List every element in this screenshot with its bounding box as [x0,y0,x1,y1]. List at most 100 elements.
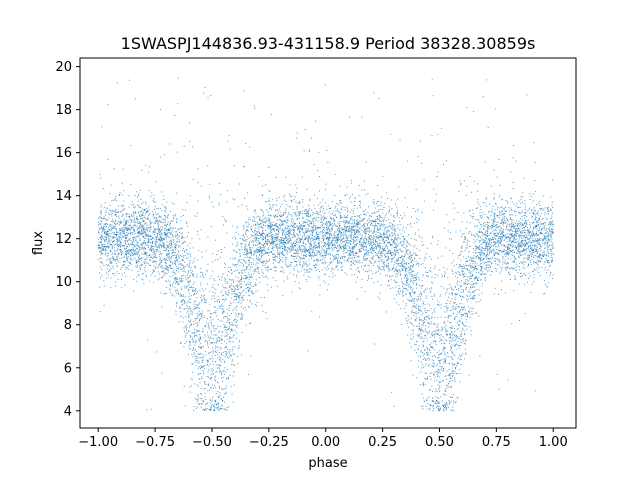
data-point [380,223,382,225]
data-point [194,349,196,351]
data-point [213,306,215,308]
data-point [228,135,230,137]
data-point [552,260,554,262]
data-point [303,241,305,243]
data-point [518,256,520,258]
data-point [208,310,210,312]
data-point [465,283,467,285]
data-point [511,241,513,243]
data-point [295,255,297,257]
data-point [293,233,295,235]
data-point [314,259,316,261]
data-point [146,262,148,264]
data-point [252,245,254,247]
data-point [166,269,168,271]
data-point [473,215,475,217]
data-point [299,230,301,232]
data-point [299,242,301,244]
data-point [190,272,192,274]
data-point [436,391,438,393]
data-point [115,235,117,237]
data-point [327,227,329,229]
data-point [180,254,182,256]
data-point [545,285,547,287]
data-point [337,260,339,262]
data-point [320,255,322,257]
data-point [194,307,196,309]
data-point [239,340,241,342]
data-point [108,259,110,261]
data-point [434,277,436,279]
data-point [242,308,244,310]
data-point [276,285,278,287]
data-point [193,301,195,303]
data-point [298,231,300,233]
data-point [493,244,495,246]
data-point [441,330,443,332]
data-point [131,269,133,271]
data-point [499,217,501,219]
data-point [262,194,264,196]
data-point [401,261,403,263]
data-point [230,331,232,333]
data-point [257,267,259,269]
data-point [142,236,144,238]
data-point [359,227,361,229]
data-point [434,323,436,325]
data-point [446,214,448,216]
data-point [370,230,372,232]
data-point [318,236,320,238]
data-point [281,257,283,259]
data-point [546,272,548,274]
data-point [176,151,178,153]
data-point [407,326,409,328]
data-point [484,237,486,239]
data-point [365,194,367,196]
data-point [463,342,465,344]
data-point [492,248,494,250]
data-point [438,376,440,378]
data-point [403,295,405,297]
data-point [520,244,522,246]
data-point [486,253,488,255]
data-point [131,216,133,218]
data-point [470,297,472,299]
data-point [115,214,117,216]
data-point [189,281,191,283]
data-point [375,225,376,227]
data-point [364,253,366,255]
data-point [337,244,339,246]
data-point [272,253,274,255]
data-point [302,264,304,266]
data-point [397,237,399,239]
data-point [417,299,419,301]
data-point [163,210,165,212]
data-point [211,399,213,401]
data-point [131,219,133,221]
data-point [316,264,318,266]
data-point [121,267,123,269]
data-point [303,254,305,256]
data-point [125,253,127,255]
data-point [533,228,535,230]
data-point [443,227,445,229]
data-point [296,219,298,221]
data-point [550,260,552,262]
data-point [182,294,184,296]
data-point [368,250,370,252]
data-point [197,396,199,398]
data-point [168,232,170,234]
data-point [352,251,354,253]
data-point [176,238,178,240]
data-point [131,221,133,223]
data-point [493,213,495,215]
data-point [330,258,332,260]
data-point [353,254,355,256]
data-point [267,252,269,254]
data-point [220,249,222,251]
data-point [244,243,246,245]
data-point [138,212,140,214]
data-point [194,290,196,292]
data-point [461,323,463,325]
data-point [509,218,511,220]
